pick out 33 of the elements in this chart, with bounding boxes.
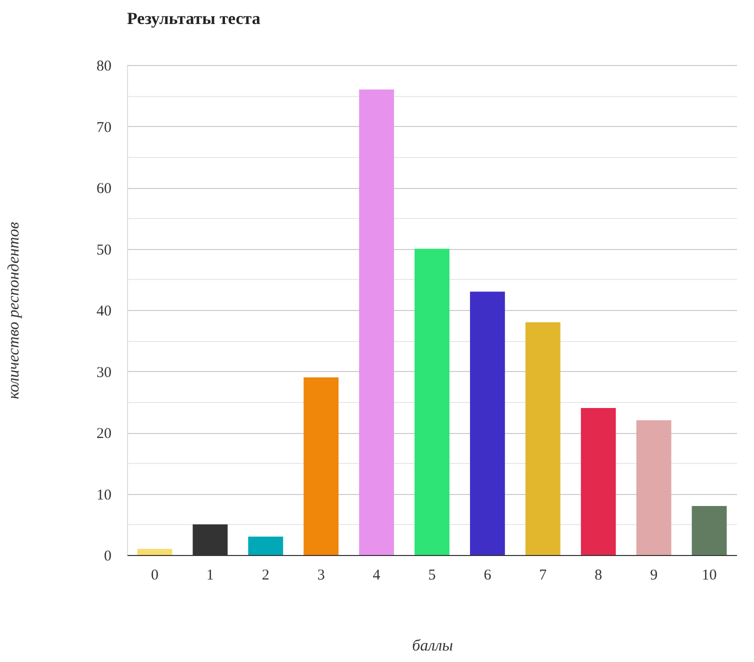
chart-title: Результаты теста	[127, 9, 261, 28]
bar	[137, 548, 172, 555]
bar	[304, 377, 339, 555]
bar	[525, 322, 560, 555]
x-tick-label: 3	[317, 568, 325, 584]
x-tick-label: 0	[150, 568, 158, 584]
x-tick-label: 4	[372, 568, 381, 584]
x-tick-label: 5	[428, 568, 436, 584]
x-tick-label: 8	[594, 568, 602, 584]
bar	[470, 292, 505, 555]
x-tick-label: 9	[650, 568, 658, 584]
bar	[248, 536, 284, 555]
y-axis-title: количество респондентов	[6, 222, 22, 400]
y-tick-label: 10	[96, 487, 112, 504]
y-tick-label: 70	[96, 120, 112, 136]
bar	[636, 420, 672, 555]
x-tick-label: 6	[484, 568, 492, 584]
x-axis-title: баллы	[412, 638, 454, 654]
y-tick-label: 30	[96, 364, 112, 381]
y-tick-label: 40	[96, 304, 112, 320]
y-tick-label: 0	[104, 548, 112, 564]
bar	[359, 90, 394, 555]
x-tick-label: 1	[206, 568, 214, 584]
y-tick-label: 60	[96, 181, 112, 197]
y-tick-label: 50	[96, 242, 112, 258]
bar	[692, 506, 727, 555]
y-tick-label: 20	[96, 426, 112, 442]
bar	[580, 408, 616, 555]
bar	[414, 248, 450, 555]
x-tick-label: 7	[539, 568, 548, 584]
x-tick-label: 10	[702, 568, 717, 584]
x-tick-label: 2	[262, 568, 270, 584]
y-tick-label: 80	[96, 58, 112, 74]
